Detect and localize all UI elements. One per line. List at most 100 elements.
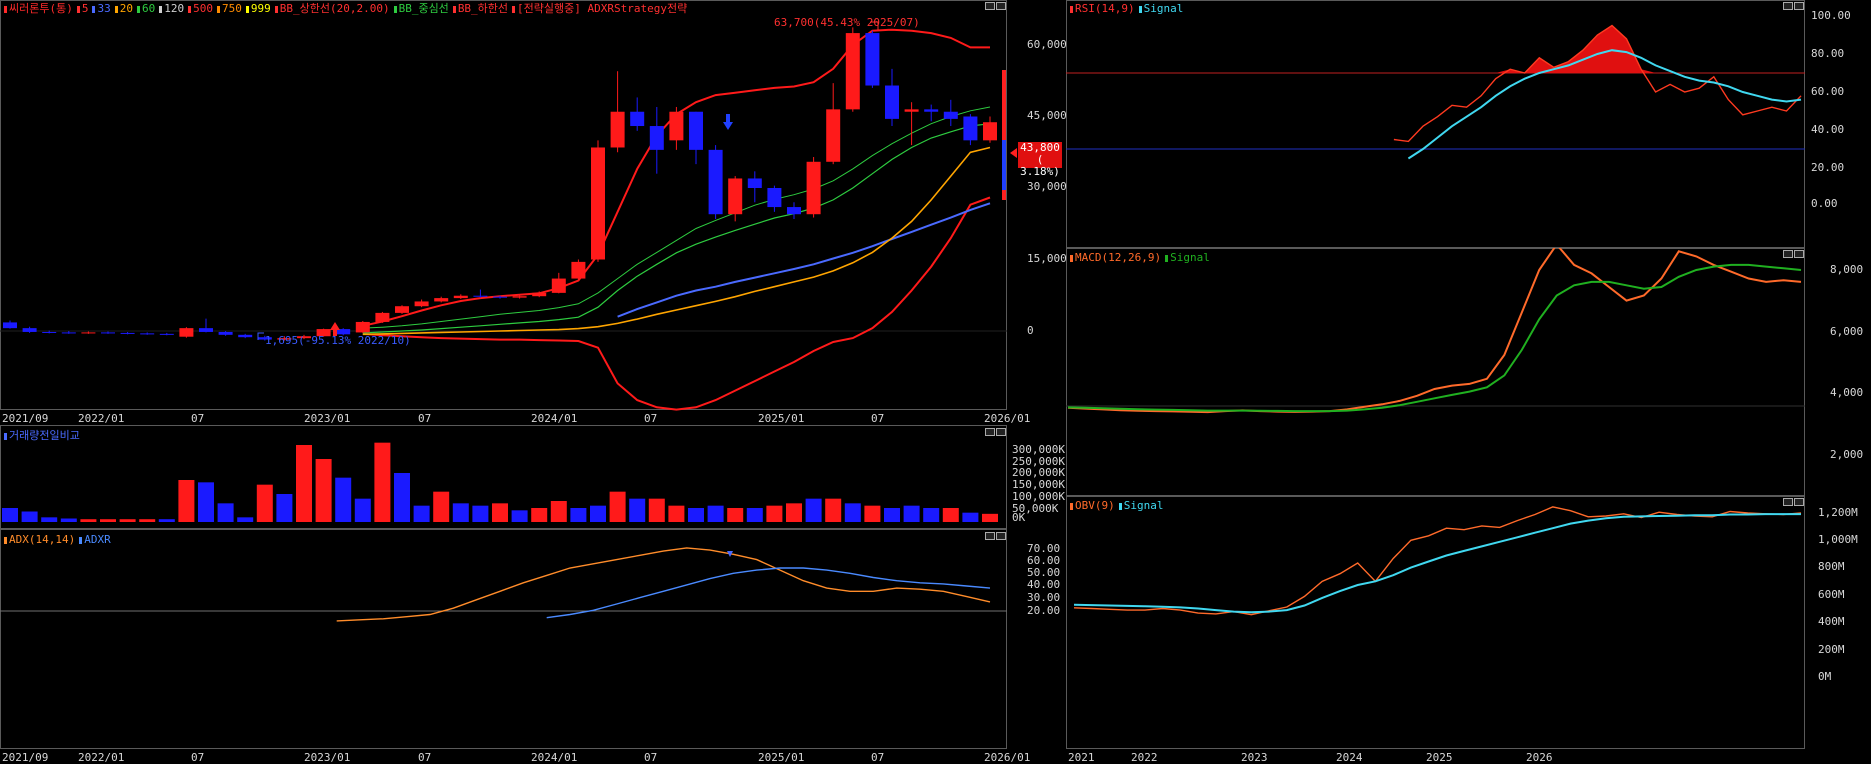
- volume-bar[interactable]: [982, 513, 998, 522]
- volume-bar[interactable]: [550, 501, 567, 522]
- volume-bar[interactable]: [394, 473, 410, 522]
- volume-bar[interactable]: [139, 519, 156, 522]
- candle-body[interactable]: [434, 298, 449, 302]
- obv-chart[interactable]: [1066, 496, 1871, 749]
- volume-bar[interactable]: [727, 508, 744, 522]
- adx-chart[interactable]: [0, 529, 1063, 749]
- candle-body[interactable]: [512, 296, 527, 298]
- candle-body[interactable]: [159, 333, 174, 335]
- volume-bar[interactable]: [80, 519, 97, 522]
- candle-body[interactable]: [238, 334, 253, 338]
- candle-body[interactable]: [22, 328, 37, 332]
- volume-minimize-button[interactable]: [985, 428, 995, 436]
- candle-body[interactable]: [669, 111, 684, 141]
- macd-close-button[interactable]: [1794, 250, 1804, 258]
- volume-bar[interactable]: [41, 517, 58, 522]
- volume-bar[interactable]: [746, 508, 763, 522]
- volume-bar[interactable]: [315, 459, 332, 522]
- candle-body[interactable]: [81, 332, 96, 334]
- candle-body[interactable]: [885, 85, 899, 119]
- volume-bar[interactable]: [590, 505, 606, 522]
- candle-body[interactable]: [493, 296, 507, 298]
- volume-bar[interactable]: [668, 505, 685, 522]
- volume-bar[interactable]: [60, 518, 77, 523]
- candle-body[interactable]: [551, 278, 566, 293]
- volume-bar[interactable]: [276, 494, 293, 522]
- macd-panel[interactable]: MACD(12,26,9) Signal 8,000 6,000 4,000 2,000…: [1066, 248, 1871, 519]
- volume-bar[interactable]: [354, 498, 371, 522]
- candle-body[interactable]: [845, 33, 860, 110]
- volume-bar[interactable]: [864, 505, 881, 522]
- volume-bar[interactable]: [629, 498, 646, 522]
- macd-chart[interactable]: [1066, 248, 1871, 496]
- volume-bar[interactable]: [178, 480, 195, 522]
- volume-bar[interactable]: [805, 498, 822, 522]
- rsi-chart[interactable]: [1066, 0, 1871, 248]
- candle-body[interactable]: [316, 329, 331, 337]
- panel-close-button[interactable]: [996, 2, 1006, 10]
- candle-body[interactable]: [355, 321, 370, 333]
- volume-bar[interactable]: [884, 508, 900, 522]
- volume-bar[interactable]: [531, 508, 548, 522]
- volume-bar[interactable]: [472, 505, 489, 522]
- adx-close-button[interactable]: [996, 532, 1006, 540]
- volume-bar[interactable]: [237, 517, 254, 522]
- volume-close-button[interactable]: [996, 428, 1006, 436]
- candle-body[interactable]: [747, 178, 762, 188]
- adx-minimize-button[interactable]: [985, 532, 995, 540]
- macd-minimize-button[interactable]: [1783, 250, 1793, 258]
- candle-body[interactable]: [257, 337, 272, 340]
- candle-body[interactable]: [924, 109, 939, 112]
- candle-body[interactable]: [689, 111, 703, 150]
- volume-bar[interactable]: [21, 511, 38, 523]
- candle-body[interactable]: [728, 178, 743, 215]
- volume-bar[interactable]: [256, 484, 273, 522]
- candle-body[interactable]: [179, 328, 194, 337]
- candle-body[interactable]: [787, 207, 801, 215]
- price-panel[interactable]: 씨러론투(통) 5 33 20 60 120 500 750 999 BB_상한선(20,2.00…: [0, 0, 1067, 425]
- volume-bar[interactable]: [648, 498, 665, 522]
- obv-panel[interactable]: OBV(9) Signal 1,200M 1,000M 800M 600M 400M 200…: [1066, 496, 1871, 749]
- obv-minimize-button[interactable]: [1783, 498, 1793, 506]
- candle-body[interactable]: [120, 332, 135, 334]
- candle-body[interactable]: [943, 111, 958, 119]
- volume-bar[interactable]: [374, 442, 391, 522]
- candle-body[interactable]: [375, 312, 390, 322]
- volume-bar[interactable]: [413, 505, 430, 522]
- volume-panel[interactable]: 거래량전일비교 300,000K 250,000K 200,000K 150,000K…: [0, 425, 1065, 529]
- volume-bar[interactable]: [511, 510, 528, 522]
- volume-bar[interactable]: [492, 503, 508, 522]
- volume-bar[interactable]: [296, 445, 312, 522]
- candle-body[interactable]: [865, 33, 880, 86]
- volume-bar[interactable]: [217, 503, 234, 522]
- candle-body[interactable]: [963, 116, 978, 141]
- candle-body[interactable]: [826, 109, 841, 162]
- volume-bar[interactable]: [433, 491, 450, 522]
- candle-body[interactable]: [983, 122, 997, 141]
- volume-bar[interactable]: [452, 503, 469, 522]
- adx-panel[interactable]: ADX(14,14) ADXR 70.00 60.00 50.00 40.00 30.00…: [0, 529, 1063, 749]
- candle-body[interactable]: [42, 331, 57, 333]
- candle-body[interactable]: [395, 306, 409, 313]
- candle-body[interactable]: [101, 332, 115, 334]
- candle-body[interactable]: [532, 292, 547, 297]
- volume-bar[interactable]: [962, 512, 979, 522]
- volume-bar[interactable]: [688, 508, 704, 522]
- volume-bar[interactable]: [786, 503, 802, 522]
- volume-bar[interactable]: [119, 519, 136, 522]
- volume-bar[interactable]: [766, 505, 783, 522]
- candle-body[interactable]: [571, 261, 586, 279]
- candle-body[interactable]: [3, 322, 17, 329]
- candle-body[interactable]: [336, 329, 351, 335]
- panel-minimize-button[interactable]: [985, 2, 995, 10]
- price-chart[interactable]: [0, 0, 1063, 425]
- candle-body[interactable]: [414, 301, 429, 307]
- volume-bar[interactable]: [825, 498, 842, 522]
- volume-bar[interactable]: [609, 491, 626, 522]
- candle-body[interactable]: [140, 333, 155, 335]
- candle-body[interactable]: [297, 336, 311, 339]
- rsi-panel[interactable]: RSI(14,9) Signal 100.00 80.00 60.00 40.00 20.…: [1066, 0, 1871, 248]
- candle-body[interactable]: [904, 109, 919, 112]
- candle-body[interactable]: [218, 331, 233, 335]
- volume-bar[interactable]: [335, 477, 352, 522]
